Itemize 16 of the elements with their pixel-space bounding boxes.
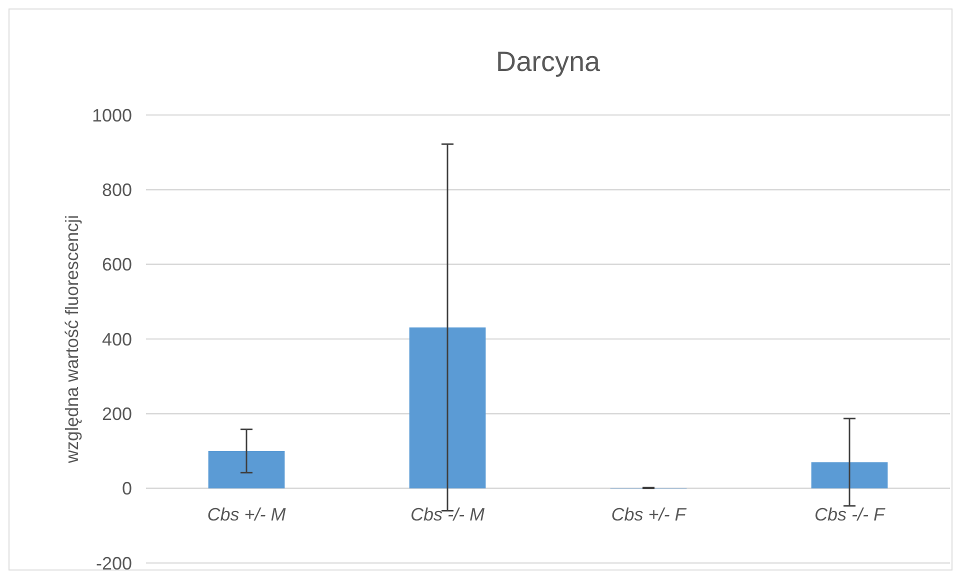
x-tick-label: Cbs -/- F [814,504,886,524]
y-tick-label: 400 [102,329,132,350]
y-tick-label: 200 [102,404,132,424]
y-tick-label: 1000 [92,105,132,126]
y-tick-label: 800 [102,180,132,200]
bar [208,451,285,488]
bar [811,462,888,488]
y-tick-label: 600 [102,254,132,275]
y-tick-label: 0 [122,478,132,499]
x-tick-label: Cbs +/- F [611,504,687,524]
y-axis-title: względna wartość fluorescencji [62,214,82,464]
x-tick-label: Cbs -/- M [410,504,484,524]
y-tick-label: -200 [96,553,132,574]
chart-title: Darcyna [496,46,601,77]
x-tick-label: Cbs +/- M [207,504,286,524]
bar [409,327,486,488]
